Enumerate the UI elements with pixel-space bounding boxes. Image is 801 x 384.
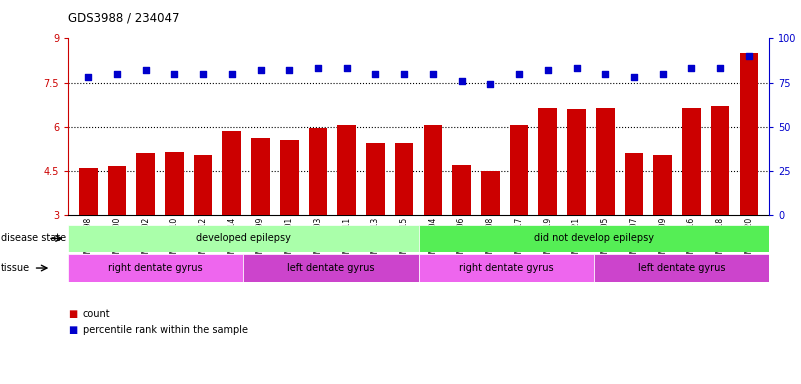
Text: count: count	[83, 310, 110, 319]
Bar	[453, 165, 471, 215]
Text: percentile rank within the sample: percentile rank within the sample	[83, 325, 248, 335]
Bar	[366, 143, 384, 215]
Point	[685, 65, 698, 71]
Bar	[567, 109, 586, 215]
Bar	[68, 225, 418, 252]
Point	[398, 71, 411, 77]
Point	[656, 71, 669, 77]
Point	[111, 71, 123, 77]
Text: disease state: disease state	[1, 233, 66, 243]
Bar	[418, 254, 594, 282]
Point	[570, 65, 583, 71]
Bar	[337, 125, 356, 215]
Text: ■: ■	[68, 310, 78, 319]
Bar	[223, 131, 241, 215]
Bar	[194, 155, 212, 215]
Bar	[739, 53, 759, 215]
Point	[513, 71, 525, 77]
Point	[283, 67, 296, 73]
Bar	[78, 168, 98, 215]
Point	[254, 67, 267, 73]
Bar	[107, 167, 127, 215]
Point	[312, 65, 324, 71]
Bar	[682, 108, 701, 215]
Point	[168, 71, 181, 77]
Bar	[625, 153, 643, 215]
Text: developed epilepsy: developed epilepsy	[196, 233, 291, 243]
Bar	[136, 153, 155, 215]
Point	[369, 71, 382, 77]
Point	[627, 74, 640, 80]
Bar	[308, 128, 328, 215]
Text: left dentate gyrus: left dentate gyrus	[638, 263, 725, 273]
Point	[455, 78, 468, 84]
Point	[197, 71, 210, 77]
Bar	[418, 225, 769, 252]
Bar	[244, 254, 418, 282]
Bar	[538, 108, 557, 215]
Text: did not develop epilepsy: did not develop epilepsy	[533, 233, 654, 243]
Bar	[594, 254, 769, 282]
Point	[139, 67, 152, 73]
Point	[714, 65, 727, 71]
Text: right dentate gyrus: right dentate gyrus	[459, 263, 553, 273]
Point	[340, 65, 353, 71]
Bar	[509, 125, 529, 215]
Point	[599, 71, 612, 77]
Point	[225, 71, 238, 77]
Text: ■: ■	[68, 325, 78, 335]
Bar	[395, 143, 413, 215]
Text: right dentate gyrus: right dentate gyrus	[108, 263, 203, 273]
Point	[426, 71, 439, 77]
Point	[541, 67, 554, 73]
Point	[82, 74, 95, 80]
Bar	[252, 139, 270, 215]
Point	[484, 81, 497, 88]
Text: tissue: tissue	[1, 263, 30, 273]
Bar	[68, 254, 244, 282]
Bar	[280, 140, 299, 215]
Text: GDS3988 / 234047: GDS3988 / 234047	[68, 12, 179, 25]
Bar	[654, 155, 672, 215]
Bar	[596, 108, 614, 215]
Bar	[165, 152, 183, 215]
Point	[743, 53, 755, 59]
Bar	[481, 171, 500, 215]
Text: left dentate gyrus: left dentate gyrus	[288, 263, 375, 273]
Bar	[710, 106, 730, 215]
Bar	[424, 125, 442, 215]
